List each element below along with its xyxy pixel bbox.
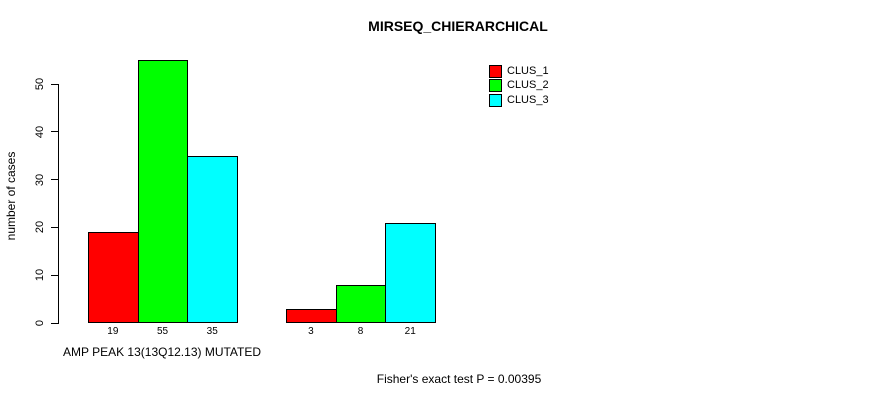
bar-value-label: 8	[357, 326, 364, 337]
legend-item: CLUS_3	[489, 93, 549, 107]
y-tick	[51, 179, 59, 181]
bar-value-label: 3	[308, 326, 314, 337]
y-axis-line	[58, 85, 59, 323]
y-tick-label: 40	[34, 125, 46, 138]
bar-value-label: 19	[107, 326, 119, 337]
bar-value-label: 55	[156, 326, 169, 337]
legend-item-label: CLUS_1	[507, 65, 549, 77]
y-tick-label: 10	[34, 269, 46, 282]
y-tick	[51, 83, 59, 85]
bar-clus_1-group1	[88, 232, 139, 323]
bar-clus_3-group1	[187, 155, 239, 323]
y-tick	[51, 274, 59, 276]
bar-value-label: 21	[404, 326, 416, 337]
legend-item-label: CLUS_3	[507, 93, 549, 106]
legend-swatch-icon	[489, 93, 502, 107]
bar-value-label: 35	[206, 326, 218, 337]
y-tick	[51, 322, 59, 324]
bar-clus_2-group2	[335, 284, 387, 323]
y-tick-label: 20	[34, 221, 46, 234]
chart-title: MIRSEQ_CHIERARCHICAL	[368, 18, 548, 34]
legend-item: CLUS_1	[489, 65, 549, 78]
legend-swatch-icon	[489, 79, 502, 93]
legend-item: CLUS_2	[489, 79, 549, 93]
y-axis-label: number of cases	[4, 151, 18, 241]
x-axis-label: AMP PEAK 13(13Q12.13) MUTATED	[62, 345, 262, 359]
bar-clus_1-group2	[286, 308, 337, 323]
y-tick-label: 50	[34, 77, 46, 91]
y-tick-label: 30	[34, 173, 46, 186]
bar-clus_2-group1	[137, 60, 189, 323]
bar-clus_3-group2	[385, 222, 437, 323]
footer-annotation: Fisher's exact test P = 0.00395	[376, 372, 542, 386]
legend-swatch-icon	[489, 65, 502, 78]
y-tick-label: 0	[34, 319, 46, 327]
legend-item-label: CLUS_2	[507, 79, 549, 92]
y-tick	[51, 226, 59, 228]
y-tick	[51, 131, 59, 133]
